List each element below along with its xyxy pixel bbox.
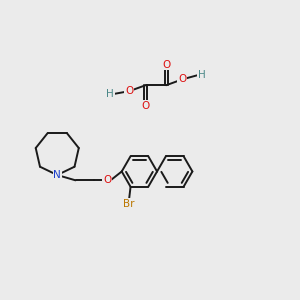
Text: O: O (178, 74, 187, 84)
Text: Br: Br (123, 199, 135, 209)
Text: O: O (162, 60, 170, 70)
Text: H: H (198, 70, 206, 80)
Text: O: O (125, 86, 134, 96)
Text: H: H (106, 89, 114, 99)
Text: O: O (142, 101, 150, 111)
Text: N: N (53, 170, 61, 180)
Text: O: O (103, 175, 111, 185)
